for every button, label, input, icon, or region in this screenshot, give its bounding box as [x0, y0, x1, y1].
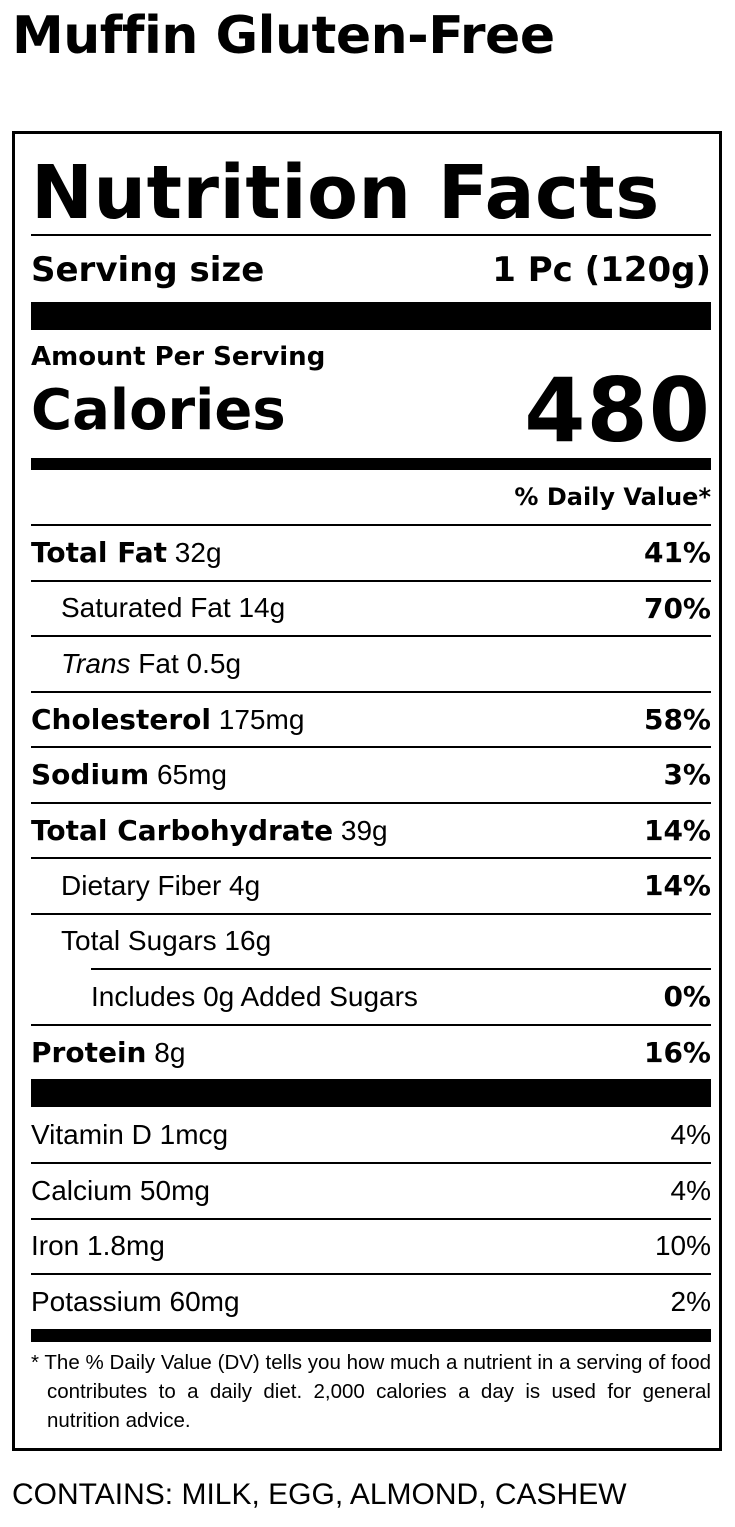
vitamin-name: Iron [31, 1230, 80, 1262]
vitamin-row-potassium: Potassium 60mg 2% [31, 1273, 711, 1329]
nutrient-amount: 0.5g [186, 647, 242, 679]
vitamin-name: Potassium [31, 1285, 162, 1317]
nutrient-name: Sodium [31, 758, 150, 792]
footnote: * The % Daily Value (DV) tells you how m… [31, 1351, 711, 1432]
nutrient-row-total-carbohydrate: Total Carbohydrate 39g 14% [31, 801, 711, 858]
nutrient-name: Protein [31, 1035, 147, 1069]
nutrient-amount: 39g [340, 814, 388, 846]
label-heading: Nutrition Facts [31, 150, 660, 236]
nutrient-amount: 65mg [156, 759, 227, 791]
nutrient-row-dietary-fiber: Dietary Fiber 4g 14% [31, 857, 711, 913]
nutrient-name-suffix: Fat [138, 647, 179, 679]
nutrient-name: Total Carbohydrate [31, 813, 334, 847]
nutrient-name: Saturated Fat [61, 592, 231, 624]
serving-size-row: Serving size 1 Pc (120g) [31, 238, 711, 302]
serving-size-label: Serving size [31, 250, 265, 290]
serving-size-value: 1 Pc (120g) [492, 250, 711, 290]
nutrient-row-trans-fat: Trans Fat 0.5g [31, 635, 711, 691]
nutrient-dv: 0% [663, 980, 711, 1014]
nutrient-rows: Total Fat 32g 41% Saturated Fat 14g 70% Tr… [31, 524, 711, 1342]
nutrient-row-sodium: Sodium 65mg 3% [31, 746, 711, 802]
medium-divider [31, 1328, 711, 1342]
vitamin-row-iron: Iron 1.8mg 10% [31, 1217, 711, 1274]
nutrient-name: Total Sugars [61, 925, 217, 957]
nutrient-dv: 3% [663, 758, 711, 792]
nutrient-name: Includes 0g Added Sugars [91, 980, 418, 1012]
nutrition-facts-label: Nutrition Facts Serving size 1 Pc (120g)… [12, 131, 722, 1451]
nutrient-dv: 14% [643, 869, 711, 903]
nutrient-amount: 4g [229, 869, 261, 901]
nutrient-row-protein: Protein 8g 16% [31, 1023, 711, 1080]
calories-label: Calories [31, 377, 286, 443]
vitamin-dv: 4% [670, 1174, 711, 1206]
amount-per-serving: Amount Per Serving [31, 342, 326, 372]
vitamin-name: Calcium [31, 1174, 133, 1206]
nutrient-name: Dietary Fiber [61, 869, 222, 901]
nutrient-dv: 70% [643, 591, 711, 625]
nutrient-amount: 175mg [218, 703, 305, 735]
product-title: Muffin Gluten-Free [12, 6, 555, 66]
nutrient-row-cholesterol: Cholesterol 175mg 58% [31, 690, 711, 747]
vitamin-dv: 2% [670, 1285, 711, 1317]
vitamin-amount: 60mg [169, 1285, 240, 1317]
calories-row: Calories 480 [31, 359, 711, 462]
nutrient-name: Trans [61, 647, 131, 679]
nutrient-row-saturated-fat: Saturated Fat 14g 70% [31, 579, 711, 636]
thick-divider [31, 1079, 711, 1107]
nutrient-dv: 58% [643, 702, 711, 736]
divider [31, 234, 711, 236]
vitamin-amount: 50mg [139, 1174, 210, 1206]
nutrient-amount: 8g [154, 1036, 186, 1068]
nutrient-dv: 14% [643, 813, 711, 847]
nutrient-dv: 41% [643, 536, 711, 570]
nutrient-name: Total Fat [31, 536, 168, 570]
nutrient-row-total-fat: Total Fat 32g 41% [31, 524, 711, 580]
vitamin-name: Vitamin D [31, 1118, 152, 1150]
vitamin-row-calcium: Calcium 50mg 4% [31, 1162, 711, 1218]
vitamin-amount: 1.8mg [87, 1230, 165, 1262]
allergen-statement: CONTAINS: MILK, EGG, ALMOND, CASHEW [12, 1478, 627, 1511]
daily-value-header: % Daily Value* [514, 483, 711, 511]
vitamin-row-vitamin-d: Vitamin D 1mcg 4% [31, 1107, 711, 1162]
nutrient-amount: 32g [174, 537, 222, 569]
vitamin-amount: 1mcg [159, 1118, 229, 1150]
calories-value: 480 [524, 358, 711, 462]
thick-divider [31, 302, 711, 330]
nutrient-dv: 16% [643, 1035, 711, 1069]
nutrient-name: Cholesterol [31, 702, 211, 736]
nutrient-row-total-sugars: Total Sugars 16g [31, 912, 711, 969]
medium-divider [31, 458, 711, 470]
vitamin-dv: 4% [670, 1118, 711, 1150]
nutrient-row-added-sugars: Includes 0g Added Sugars 0% [91, 968, 711, 1024]
nutrient-amount: 14g [238, 592, 286, 624]
nutrient-amount: 16g [224, 925, 272, 957]
vitamin-dv: 10% [654, 1230, 711, 1262]
